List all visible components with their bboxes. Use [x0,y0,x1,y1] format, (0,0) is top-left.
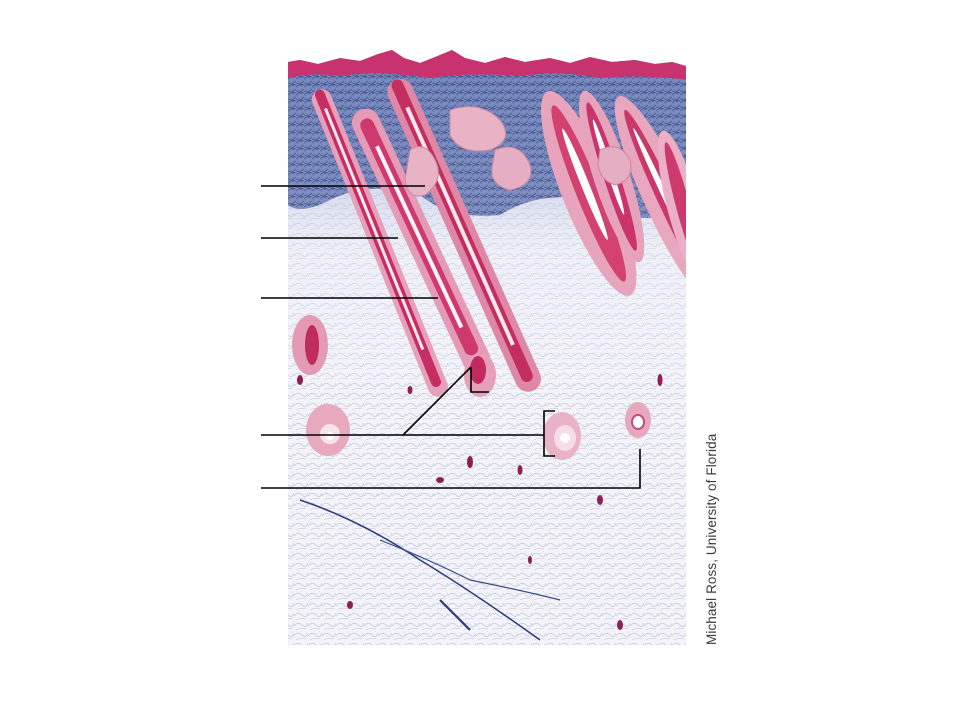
blood-vessel [658,374,663,386]
hair-bulb [292,315,328,375]
blood-vessel [297,375,303,385]
blood-vessel [518,465,523,475]
hair-bulb [625,402,651,438]
blood-vessel [597,495,603,505]
image-credit: Michael Ross, University of Florida [704,434,719,645]
hair-bulb [543,412,581,460]
blood-vessel [347,601,353,609]
hair-bulb [306,404,350,456]
blood-vessel [528,556,532,564]
skin-section-micrograph [288,42,736,650]
blood-vessel [436,477,444,483]
hair-bulb [464,353,496,397]
keratin-flakes [370,42,404,52]
blood-vessel [467,456,473,468]
blood-vessel [617,620,623,630]
blood-vessel [408,386,413,394]
